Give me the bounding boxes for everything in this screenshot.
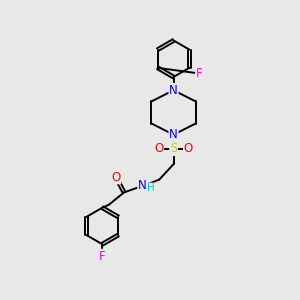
- Text: O: O: [111, 171, 121, 184]
- Text: O: O: [154, 142, 164, 155]
- Text: S: S: [170, 142, 177, 155]
- Text: N: N: [169, 128, 178, 141]
- Text: N: N: [138, 179, 147, 192]
- Text: N: N: [169, 84, 178, 97]
- Text: H: H: [147, 183, 154, 193]
- Text: F: F: [99, 250, 106, 262]
- Text: F: F: [196, 67, 202, 80]
- Text: O: O: [184, 142, 193, 155]
